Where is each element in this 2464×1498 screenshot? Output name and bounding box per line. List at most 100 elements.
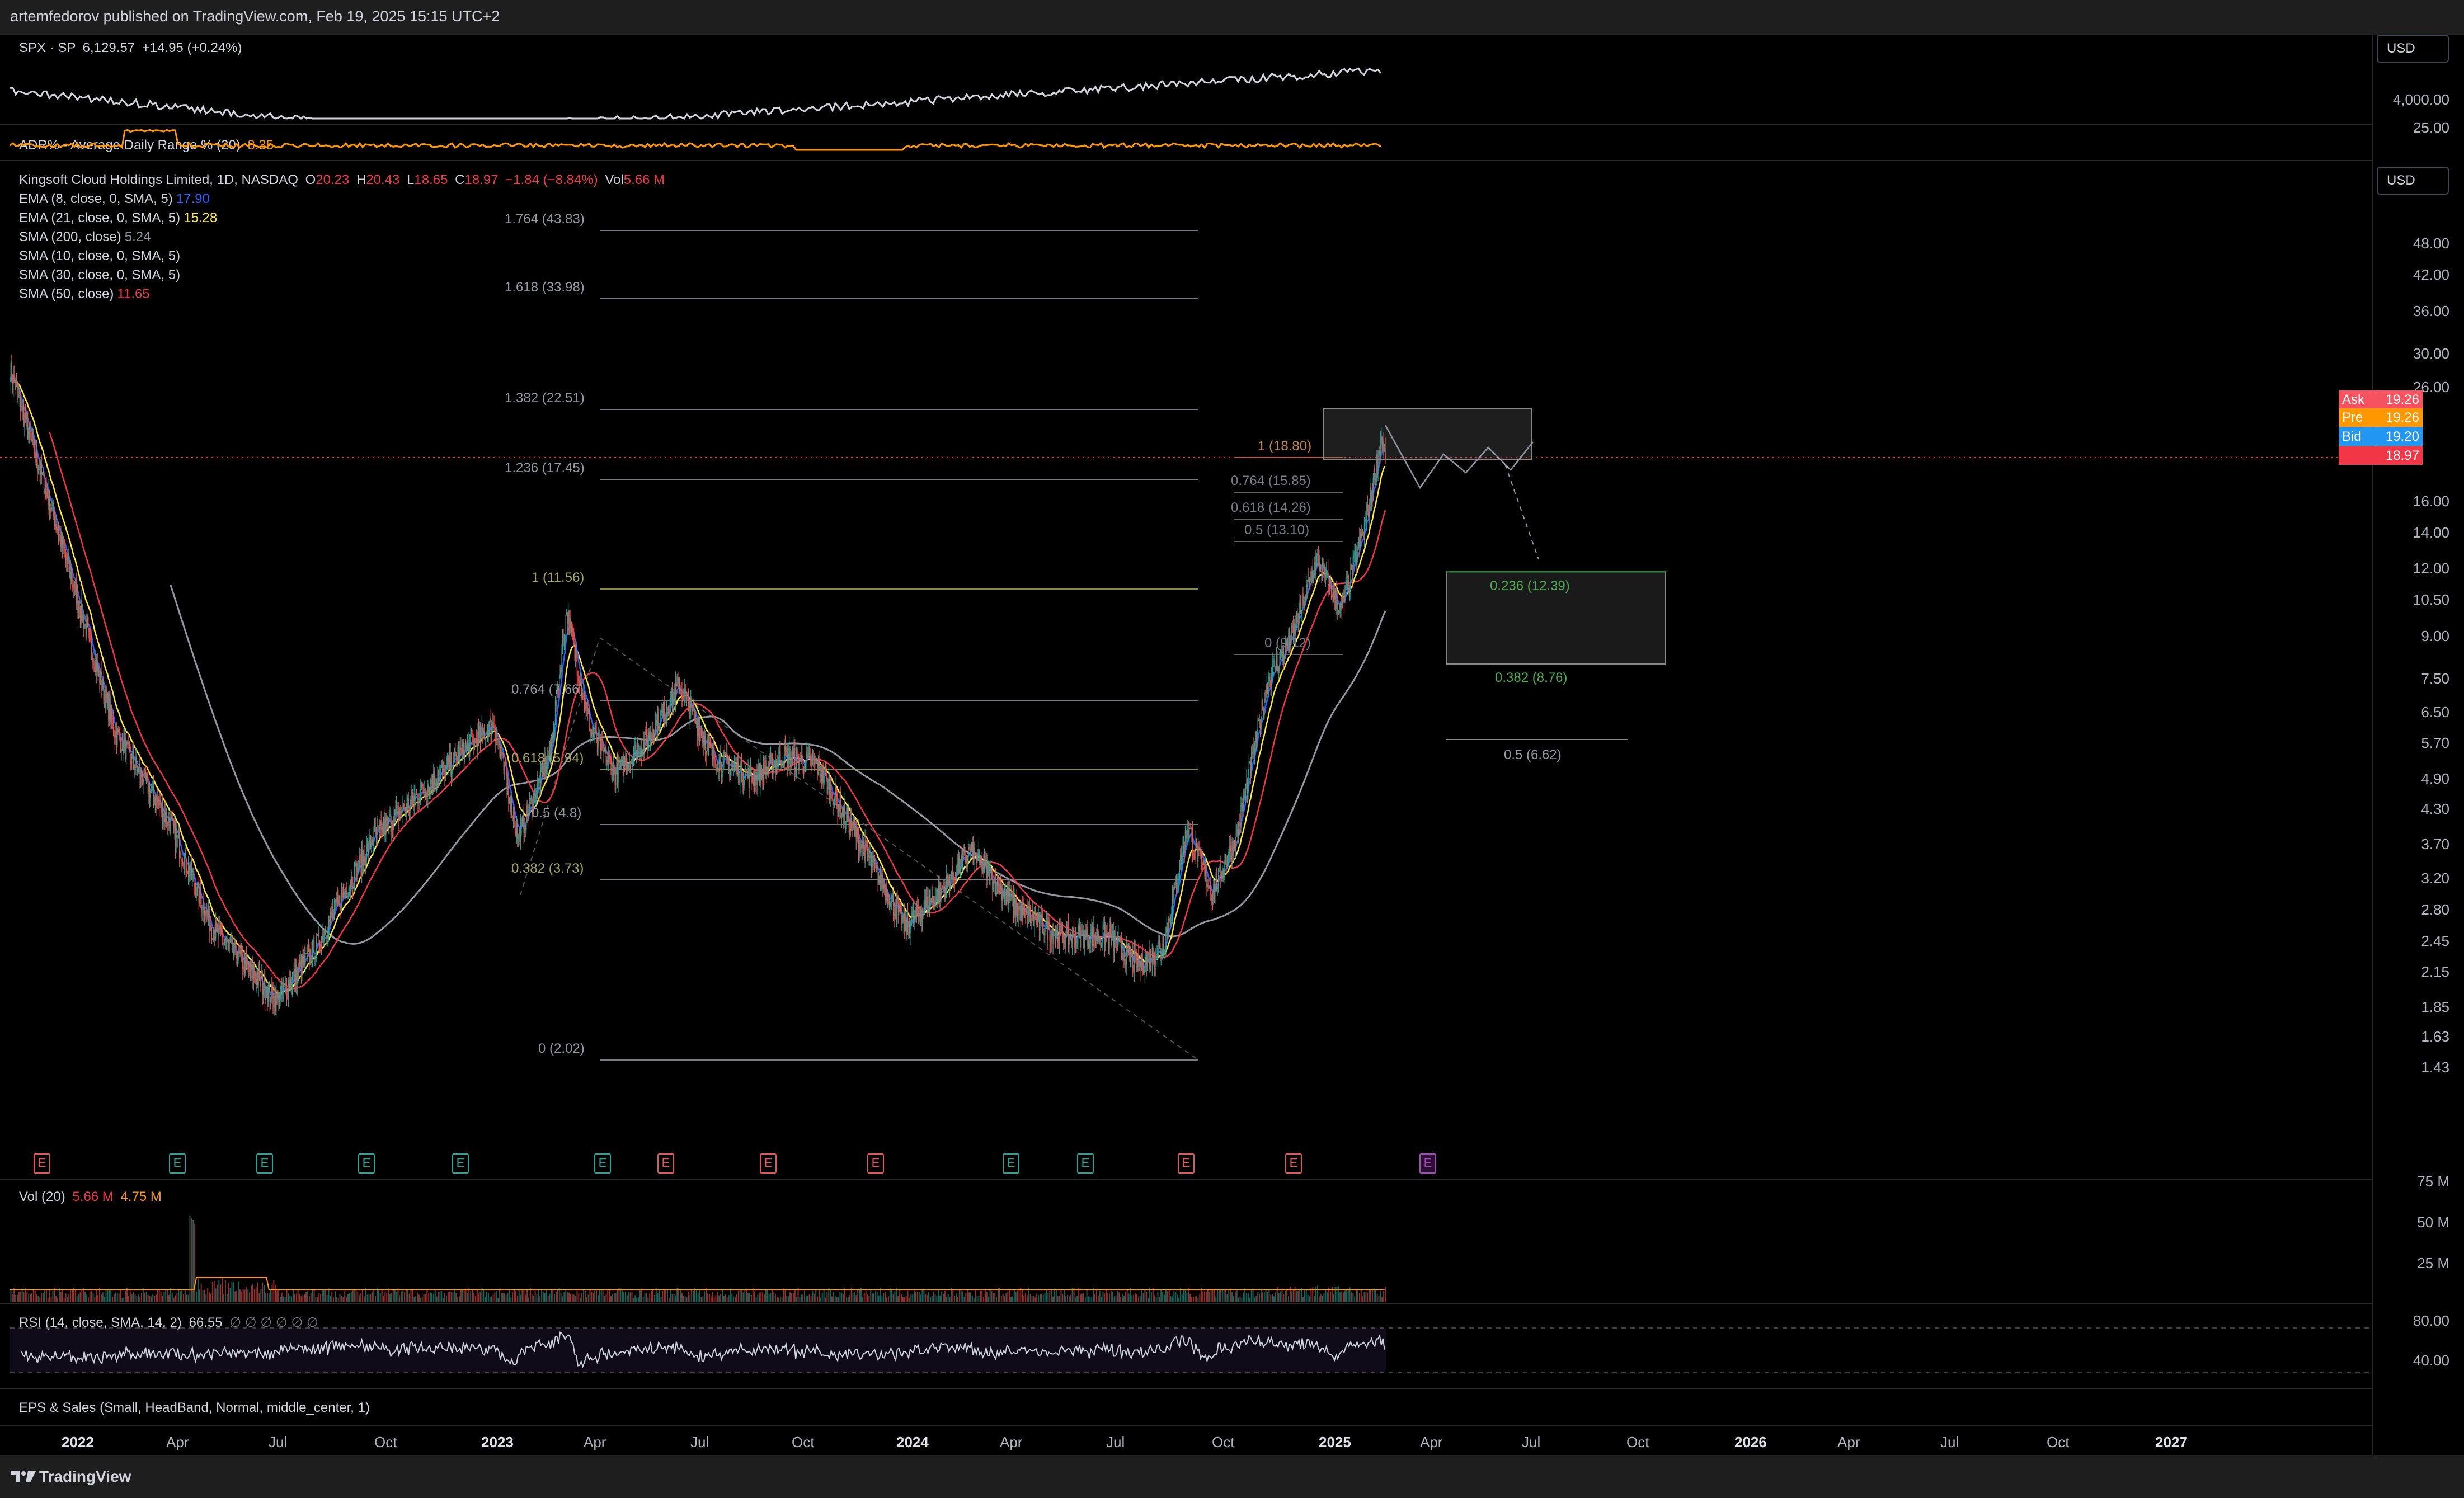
main-legend[interactable]: Kingsoft Cloud Holdings Limited, 1D, NAS…: [19, 172, 665, 187]
earnings-icon[interactable]: E: [1003, 1153, 1019, 1174]
candle-body: [319, 946, 321, 948]
candle-body: [1003, 896, 1004, 897]
candle-body: [373, 828, 374, 844]
earnings-icon[interactable]: E: [452, 1153, 469, 1174]
candle-body: [29, 425, 30, 432]
volume-bar: [839, 1292, 841, 1302]
volume-bar: [388, 1288, 389, 1302]
volume-bar: [1167, 1291, 1168, 1302]
candle-body: [119, 733, 120, 739]
pane-divider[interactable]: [0, 124, 2372, 125]
target-box[interactable]: [1446, 571, 1666, 665]
volume-bar: [807, 1296, 808, 1302]
candle-body: [1066, 925, 1068, 931]
volume-bar: [436, 1296, 438, 1302]
earnings-icon[interactable]: E: [867, 1153, 884, 1174]
earnings-icon[interactable]: E: [1077, 1153, 1094, 1174]
volume-bar: [70, 1289, 72, 1302]
resistance-box[interactable]: [1323, 408, 1532, 460]
volume-bar: [407, 1289, 408, 1302]
pane-divider[interactable]: [0, 160, 2372, 161]
candle-body: [855, 829, 857, 839]
projection-path: [1384, 425, 1534, 489]
volume-bar: [428, 1293, 430, 1302]
eps-legend[interactable]: EPS & Sales (Small, HeadBand, Normal, mi…: [19, 1400, 370, 1415]
candle-body: [521, 819, 523, 821]
main-currency-button[interactable]: USD: [2377, 167, 2449, 195]
candle-body: [1296, 615, 1297, 623]
volume-bar: [707, 1293, 709, 1302]
volume-bar: [942, 1294, 944, 1302]
indicator-item[interactable]: SMA (10, close, 0, SMA, 5): [19, 248, 180, 264]
candle-body: [765, 766, 767, 775]
volume-bar: [147, 1294, 149, 1302]
indicator-item[interactable]: SMA (50, close) 11.65: [19, 286, 150, 302]
volume-bar: [791, 1293, 792, 1302]
volume-bar: [914, 1290, 915, 1302]
earnings-icon[interactable]: E: [1178, 1153, 1195, 1174]
earnings-icon[interactable]: E: [1419, 1153, 1436, 1174]
candle-body: [883, 885, 884, 889]
candle-body: [612, 774, 613, 780]
volume-bar: [666, 1289, 668, 1302]
earnings-icon[interactable]: E: [594, 1153, 611, 1174]
earnings-icon[interactable]: E: [760, 1153, 777, 1174]
candle-body: [1065, 931, 1066, 948]
adr-legend[interactable]: ADR% - Average Daily Range % (20) 8.35: [19, 138, 274, 153]
earnings-icon[interactable]: E: [358, 1153, 375, 1174]
volume-bar: [1343, 1292, 1344, 1302]
pane-divider[interactable]: [0, 1388, 2372, 1389]
volume-bar: [1375, 1289, 1376, 1302]
candle-body: [584, 691, 585, 705]
volume-bar: [110, 1289, 112, 1302]
volume-bar: [946, 1297, 947, 1302]
volume-bar: [1280, 1291, 1281, 1302]
candle-body: [214, 937, 215, 940]
candle-body: [385, 817, 387, 835]
volume-bar: [1017, 1290, 1018, 1302]
candle-body: [977, 853, 979, 861]
candle-body: [479, 726, 481, 741]
volume-bar: [1004, 1296, 1005, 1302]
earnings-icon[interactable]: E: [657, 1153, 674, 1174]
volume-bar: [1144, 1290, 1146, 1302]
candle-body: [74, 582, 76, 589]
candle-body: [69, 567, 70, 572]
candle-body: [151, 790, 152, 792]
candle-body: [213, 931, 214, 940]
volume-bar: [360, 1293, 362, 1302]
earnings-icon[interactable]: E: [169, 1153, 186, 1174]
volume-bar: [300, 1296, 302, 1302]
candle-body: [873, 856, 874, 863]
spx-last: 6,129.57: [82, 40, 135, 55]
candles: [10, 354, 1386, 1017]
candle-body: [954, 879, 956, 882]
spx-currency-button[interactable]: USD: [2377, 35, 2449, 63]
earnings-icon[interactable]: E: [34, 1153, 50, 1174]
price-chart[interactable]: [0, 161, 2372, 1179]
indicator-item[interactable]: EMA (21, close, 0, SMA, 5) 15.28: [19, 210, 217, 226]
pane-divider[interactable]: [0, 1303, 2372, 1304]
pane-divider[interactable]: [0, 1179, 2372, 1180]
candle-body: [1178, 877, 1179, 882]
earnings-icon[interactable]: E: [1285, 1153, 1302, 1174]
indicator-item[interactable]: EMA (8, close, 0, SMA, 5) 17.90: [19, 191, 210, 207]
candle-body: [629, 761, 631, 762]
indicator-item[interactable]: SMA (30, close, 0, SMA, 5): [19, 267, 180, 283]
volume-bar: [1346, 1289, 1347, 1302]
candle-body: [170, 818, 171, 834]
indicator-item[interactable]: SMA (200, close) 5.24: [19, 229, 151, 245]
volume-bar: [138, 1294, 139, 1302]
candle-body: [1255, 731, 1257, 743]
candle-body: [957, 863, 958, 874]
time-axis-label: Jul: [1940, 1434, 1959, 1450]
candle-body: [966, 855, 967, 863]
volume-bar: [83, 1288, 84, 1302]
candle-body: [946, 875, 947, 888]
earnings-icon[interactable]: E: [256, 1153, 273, 1174]
spx-legend[interactable]: SPX · SP 6,129.57 +14.95 (+0.24%): [19, 40, 242, 56]
volume-bar: [313, 1289, 315, 1302]
volume-bar: [74, 1290, 76, 1302]
volume-bar: [1356, 1290, 1357, 1302]
volume-legend[interactable]: Vol (20) 5.66 M 4.75 M: [19, 1189, 162, 1204]
